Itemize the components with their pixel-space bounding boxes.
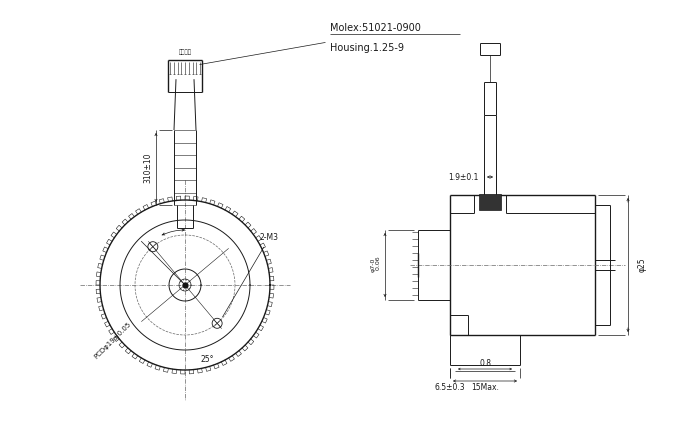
Text: 310±10: 310±10 [144, 152, 153, 183]
Text: 1.9±0.1: 1.9±0.1 [449, 172, 479, 182]
Text: 6.5±0.3: 6.5±0.3 [435, 384, 465, 392]
Text: 2-M3: 2-M3 [223, 233, 279, 317]
Text: PCDφ19±0.05: PCDφ19±0.05 [93, 320, 132, 359]
Text: φ25: φ25 [638, 258, 647, 272]
Text: φ7-0
  0.06: φ7-0 0.06 [371, 256, 381, 274]
Text: Molex:51021-0900: Molex:51021-0900 [330, 23, 421, 33]
Text: 25°: 25° [200, 355, 214, 365]
Text: Housing.1.25-9: Housing.1.25-9 [330, 43, 404, 53]
Text: 藍白黃紅: 藍白黃紅 [178, 50, 192, 55]
Text: 15Max.: 15Max. [471, 384, 499, 392]
Text: 0.8: 0.8 [479, 358, 491, 367]
Bar [479, 194, 501, 210]
